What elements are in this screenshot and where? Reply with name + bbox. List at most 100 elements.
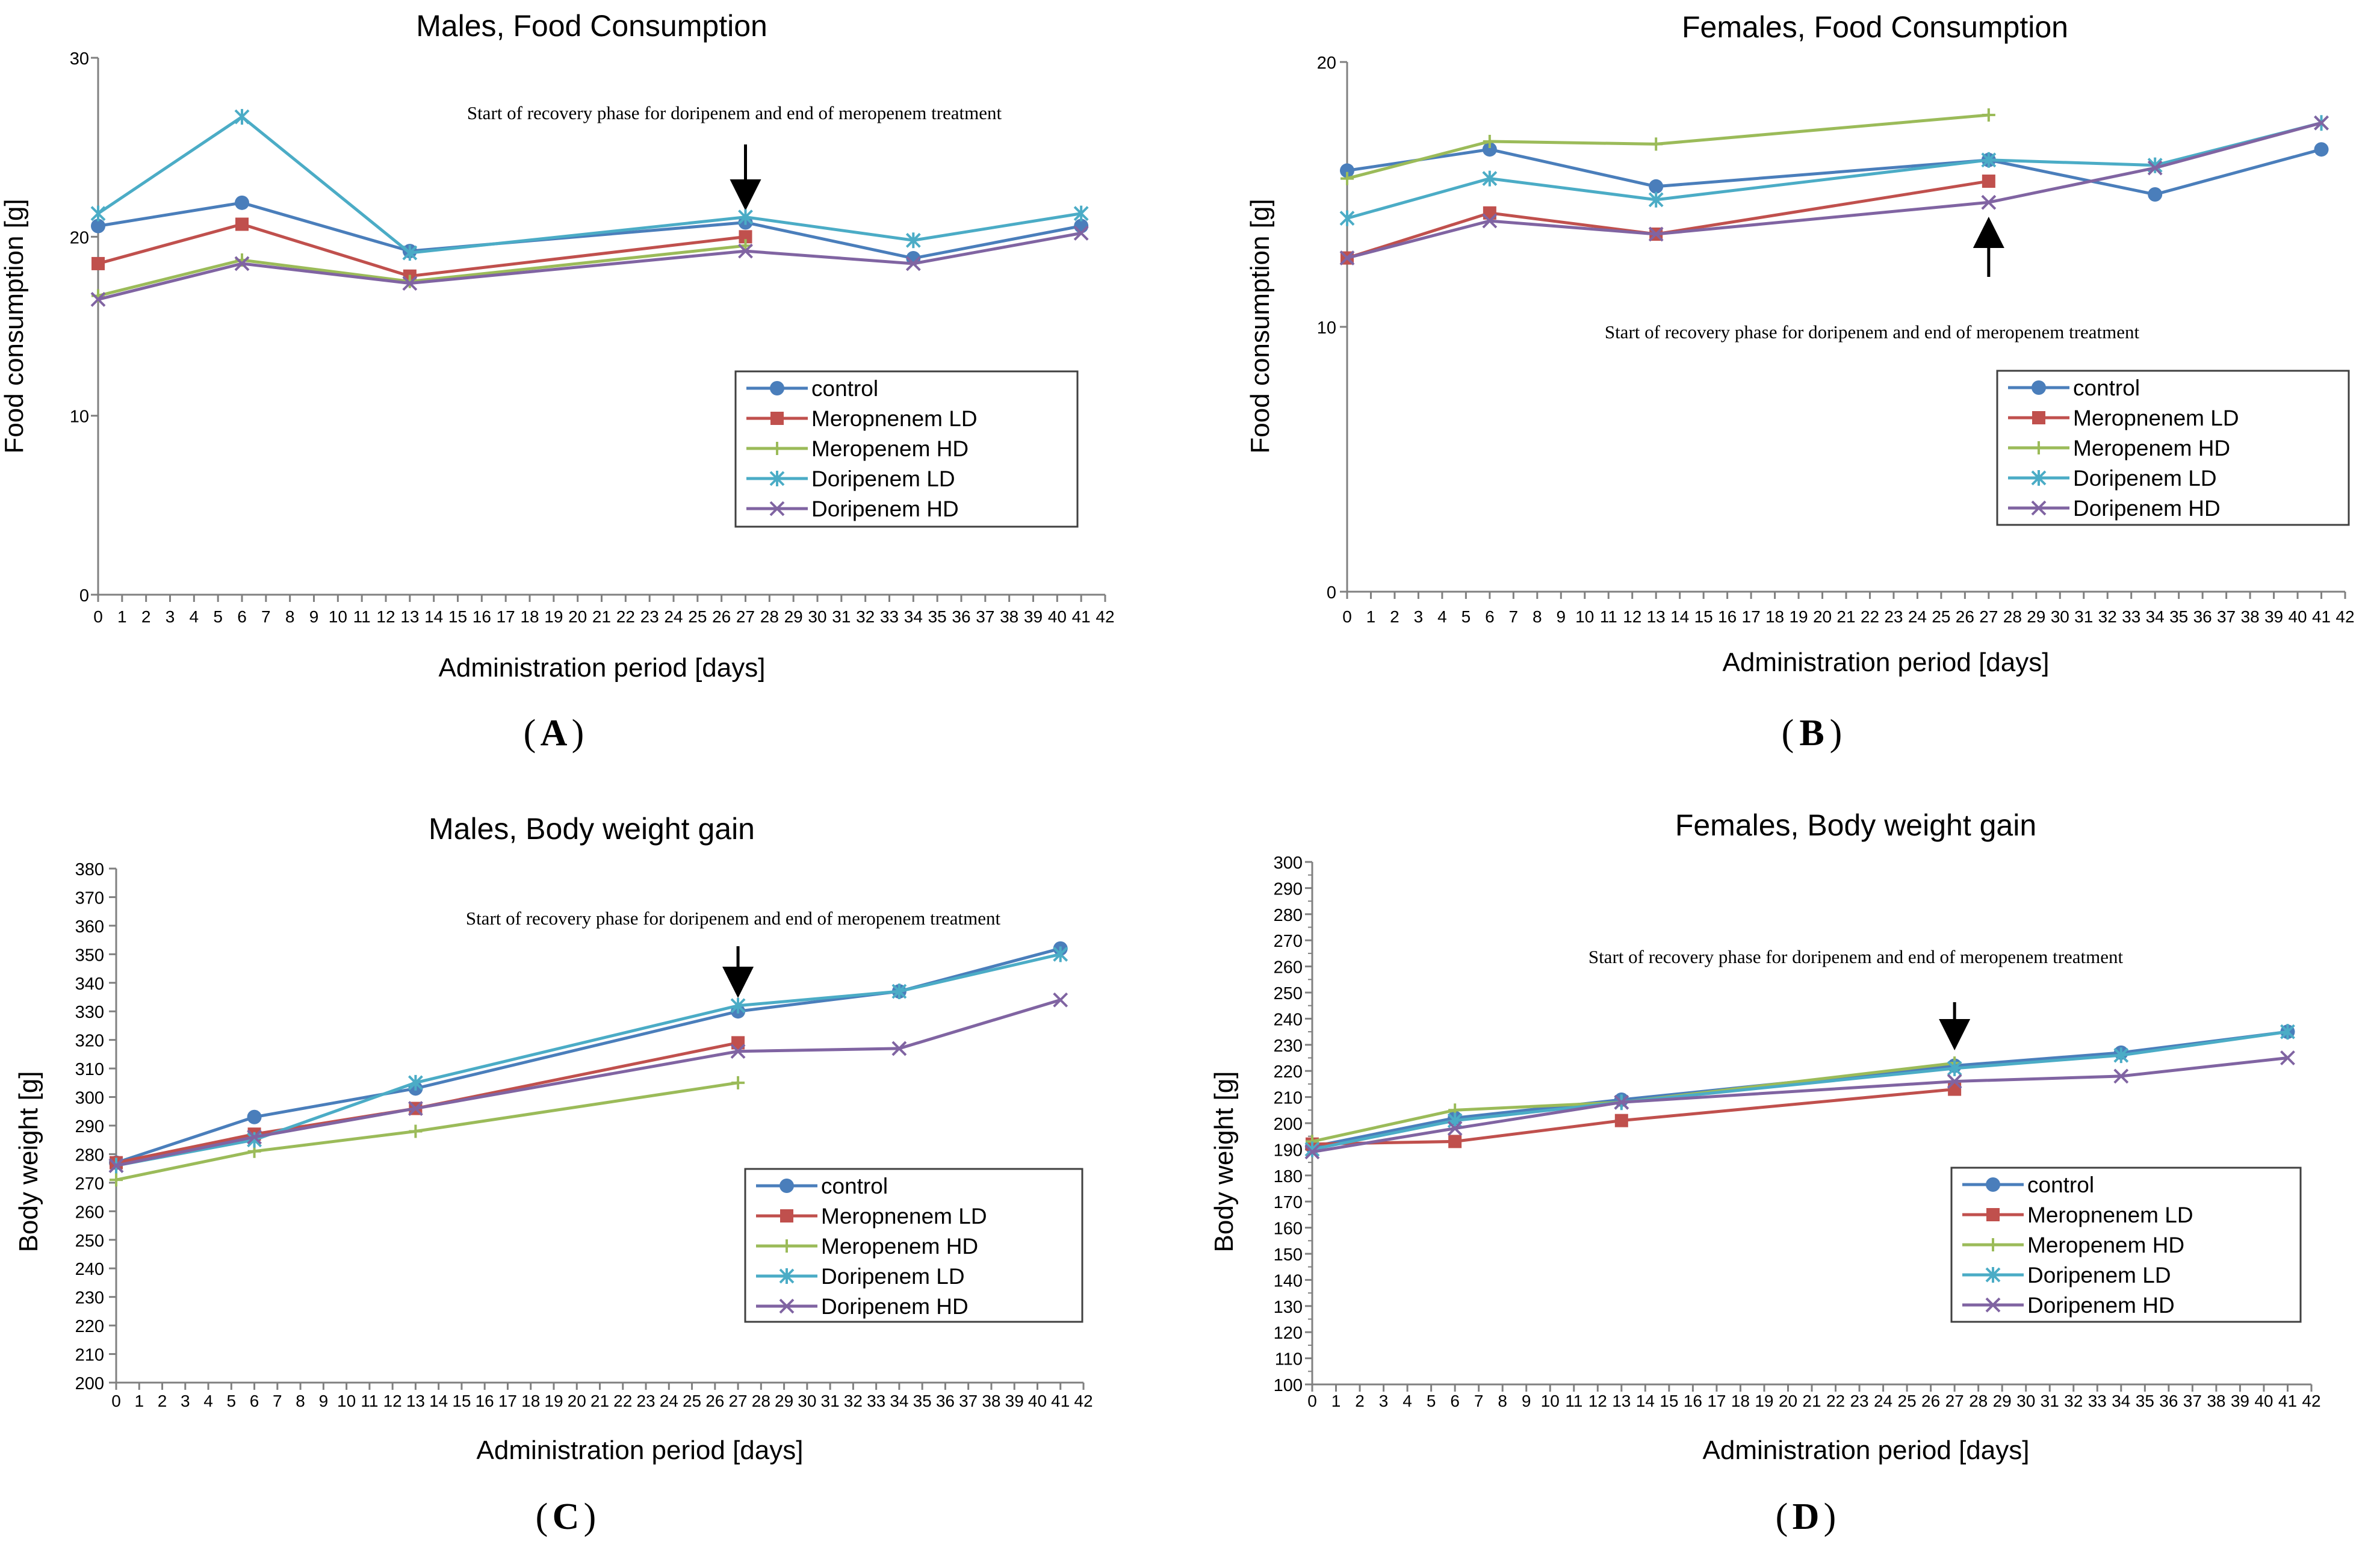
data-point	[1482, 142, 1497, 157]
x-tick-label: 5	[1427, 1392, 1436, 1410]
x-tick-label: 7	[1509, 607, 1519, 626]
data-point	[1982, 108, 1995, 122]
data-point	[1341, 172, 1354, 185]
data-point	[235, 195, 249, 210]
x-tick-label: 16	[1684, 1392, 1702, 1410]
y-tick-label: 140	[1274, 1271, 1303, 1291]
panel-label-paren-close: )	[584, 1496, 597, 1537]
x-tick-label: 35	[928, 607, 947, 626]
series-doripenem-hd	[108, 992, 1068, 1173]
x-tick-label: 21	[1802, 1392, 1821, 1410]
legend-label: Doripenem LD	[2073, 466, 2217, 491]
x-tick-label: 25	[1898, 1392, 1917, 1410]
series-line	[116, 998, 1061, 1167]
x-tick-label: 39	[2264, 607, 2283, 626]
x-tick-label: 31	[832, 607, 851, 626]
legend-box	[744, 1168, 1083, 1323]
x-tick-label: 12	[1588, 1392, 1607, 1410]
panel-label-letter: C	[553, 1496, 580, 1537]
x-tick-label: 27	[1979, 607, 1998, 626]
data-point	[1304, 1141, 1320, 1157]
x-tick-label: 34	[904, 607, 923, 626]
data-point	[247, 1129, 262, 1145]
x-tick-label: 28	[752, 1392, 770, 1410]
x-tick-label: 33	[867, 1392, 885, 1410]
data-point	[731, 1036, 745, 1050]
legend-marker	[770, 442, 784, 455]
x-tick-label: 18	[521, 1392, 540, 1410]
y-tick-label: 250	[1274, 984, 1303, 1003]
x-tick-label: 11	[361, 1392, 378, 1410]
x-tick-label: 3	[166, 607, 175, 626]
legend-marker	[1986, 1208, 2000, 1221]
x-tick-label: 4	[1437, 607, 1447, 626]
x-tick-label: 15	[1660, 1392, 1678, 1410]
y-tick-label: 340	[75, 975, 104, 994]
data-point	[1053, 946, 1068, 962]
data-point	[1073, 205, 1089, 222]
recovery-arrow-head	[730, 179, 761, 211]
x-tick-label: 5	[1461, 607, 1471, 626]
legend-marker	[770, 381, 784, 395]
legend-marker	[780, 1179, 794, 1193]
panel-label: (D)	[1776, 1496, 1836, 1537]
y-tick-label: 370	[75, 888, 104, 908]
x-tick-label: 35	[913, 1392, 932, 1410]
x-tick-label: 4	[1403, 1392, 1412, 1410]
series-control	[1305, 1024, 2295, 1154]
data-point	[1340, 163, 1354, 178]
x-tick-label: 19	[544, 1392, 563, 1410]
legend-marker	[779, 1298, 795, 1314]
y-tick-label: 270	[75, 1174, 104, 1194]
panel-label-letter: B	[1799, 713, 1824, 754]
x-tick-label: 10	[1575, 607, 1594, 626]
series-doripenem-hd	[1304, 1050, 2295, 1160]
x-tick-label: 17	[497, 607, 515, 626]
series-line	[116, 952, 1061, 1167]
x-tick-label: 12	[376, 607, 395, 626]
legend-label: Meropnenem LD	[2073, 406, 2239, 430]
chart-title: Females, Food Consumption	[1682, 10, 2068, 44]
x-tick-label: 23	[636, 1392, 655, 1410]
x-tick-label: 32	[2064, 1392, 2083, 1410]
data-point	[1981, 194, 1997, 210]
x-tick-label: 1	[1366, 607, 1376, 626]
x-tick-label: 18	[1731, 1392, 1750, 1410]
x-tick-label: 28	[760, 607, 779, 626]
y-tick-label: 270	[1274, 932, 1303, 951]
legend-marker	[2032, 441, 2045, 454]
x-tick-label: 16	[476, 1392, 494, 1410]
x-tick-label: 37	[2183, 1392, 2202, 1410]
legend: control Meropnenem LD Meropenem HD Doripene…	[734, 370, 1079, 528]
x-tick-label: 8	[296, 1392, 305, 1410]
legend-label: Meropenem HD	[2027, 1233, 2184, 1257]
x-tick-label: 4	[190, 607, 199, 626]
x-tick-label: 3	[1379, 1392, 1389, 1410]
legend-label: Meropnenem LD	[821, 1204, 987, 1229]
x-tick-label: 37	[959, 1392, 978, 1410]
x-tick-label: 26	[1921, 1392, 1940, 1410]
x-tick-label: 7	[273, 1392, 282, 1410]
panel-label-letter: A	[541, 713, 568, 754]
x-tick-label: 9	[1556, 607, 1566, 626]
y-tick-label: 180	[1274, 1167, 1303, 1186]
x-tick-label: 8	[285, 607, 295, 626]
data-point	[108, 1158, 124, 1173]
data-point	[408, 1101, 423, 1116]
y-tick-label: 280	[75, 1145, 104, 1165]
y-tick-label: 260	[1274, 958, 1303, 978]
series-meropnenem-ld	[1306, 1082, 1962, 1151]
panel-label-paren-close: )	[572, 713, 584, 754]
data-point	[1648, 191, 1664, 208]
x-tick-label: 13	[400, 607, 419, 626]
legend-label: Doripenem LD	[811, 466, 955, 491]
x-tick-label: 24	[1874, 1392, 1892, 1410]
panel-label-paren-open: (	[1782, 713, 1794, 754]
x-tick-label: 22	[613, 1392, 632, 1410]
data-point	[402, 276, 418, 291]
panel-label: (C)	[536, 1496, 597, 1537]
x-tick-label: 15	[1694, 607, 1713, 626]
y-tick-label: 130	[1274, 1298, 1303, 1317]
legend-marker	[769, 501, 785, 516]
y-axis-label: Food consumption [g]	[0, 199, 29, 453]
